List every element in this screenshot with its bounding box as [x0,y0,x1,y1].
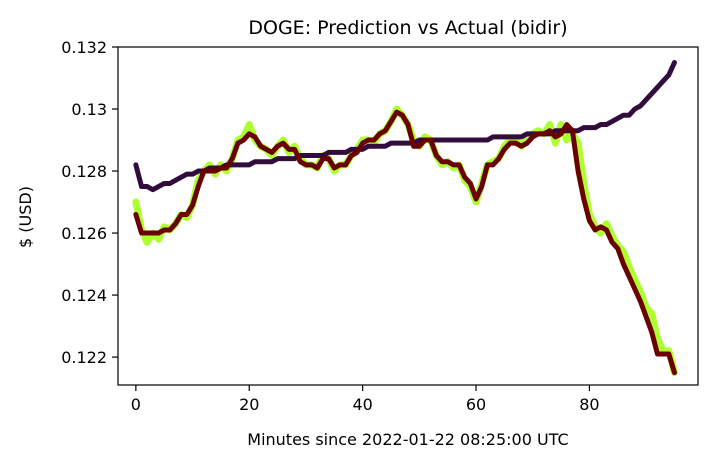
y-axis-label: $ (USD) [16,186,35,248]
x-tick-label: 60 [466,395,486,414]
x-tick-label: 20 [239,395,259,414]
series-layer [132,60,678,377]
y-tick-label: 0.13 [71,100,107,119]
series-line-3 [133,109,677,376]
x-axis-label: Minutes since 2022-01-22 08:25:00 UTC [247,430,568,449]
y-tick-label: 0.128 [61,162,107,181]
y-tick-label: 0.126 [61,224,107,243]
y-tick-label: 0.132 [61,38,107,57]
y-tick-label: 0.122 [61,348,107,367]
x-axis: 0 20 40 60 80 [131,385,600,414]
series-line-1 [132,105,678,377]
x-tick-label: 80 [579,395,599,414]
x-tick-label: 0 [131,395,141,414]
chart-title: DOGE: Prediction vs Actual (bidir) [248,17,567,39]
x-tick-label: 40 [352,395,372,414]
y-tick-label: 0.124 [61,286,107,305]
y-axis: 0.122 0.124 0.126 0.128 0.13 0.132 [61,38,118,367]
plot-frame [117,46,699,386]
